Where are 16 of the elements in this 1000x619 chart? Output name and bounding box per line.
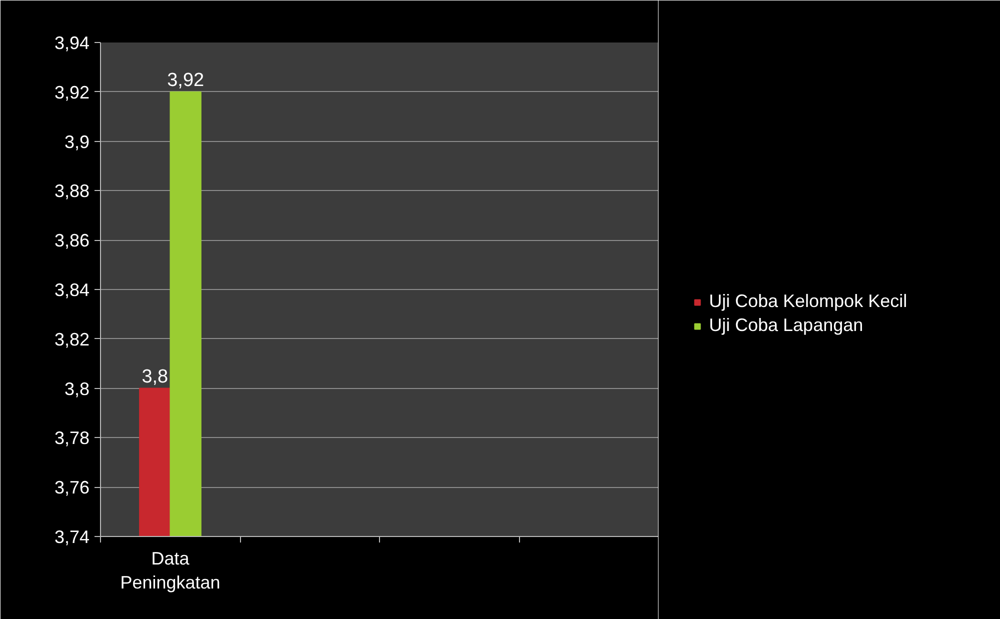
data-label: 3,92 xyxy=(167,70,204,91)
y-tick-label: 3,9 xyxy=(64,132,90,152)
data-label: 3,8 xyxy=(142,366,168,388)
y-tick-label: 3,94 xyxy=(54,33,90,53)
y-tick-label: 3,92 xyxy=(54,82,90,102)
x-tick-label: Data Peningkatan xyxy=(120,548,220,592)
y-tick-label: 3,76 xyxy=(54,478,90,498)
y-tick-label: 3,88 xyxy=(54,181,90,202)
y-tick-label: 3,86 xyxy=(54,230,90,251)
y-tick-label: 3,78 xyxy=(54,428,90,448)
y-tick-label: 3,74 xyxy=(54,527,90,547)
legend-label: Uji Coba Kelompok Kecil xyxy=(709,291,908,312)
legend-label: Uji Coba Lapangan xyxy=(709,315,864,336)
y-tick-label: 3,84 xyxy=(54,280,90,300)
y-tick-label: 3,82 xyxy=(54,329,90,350)
y-tick-label: 3,8 xyxy=(64,378,90,399)
